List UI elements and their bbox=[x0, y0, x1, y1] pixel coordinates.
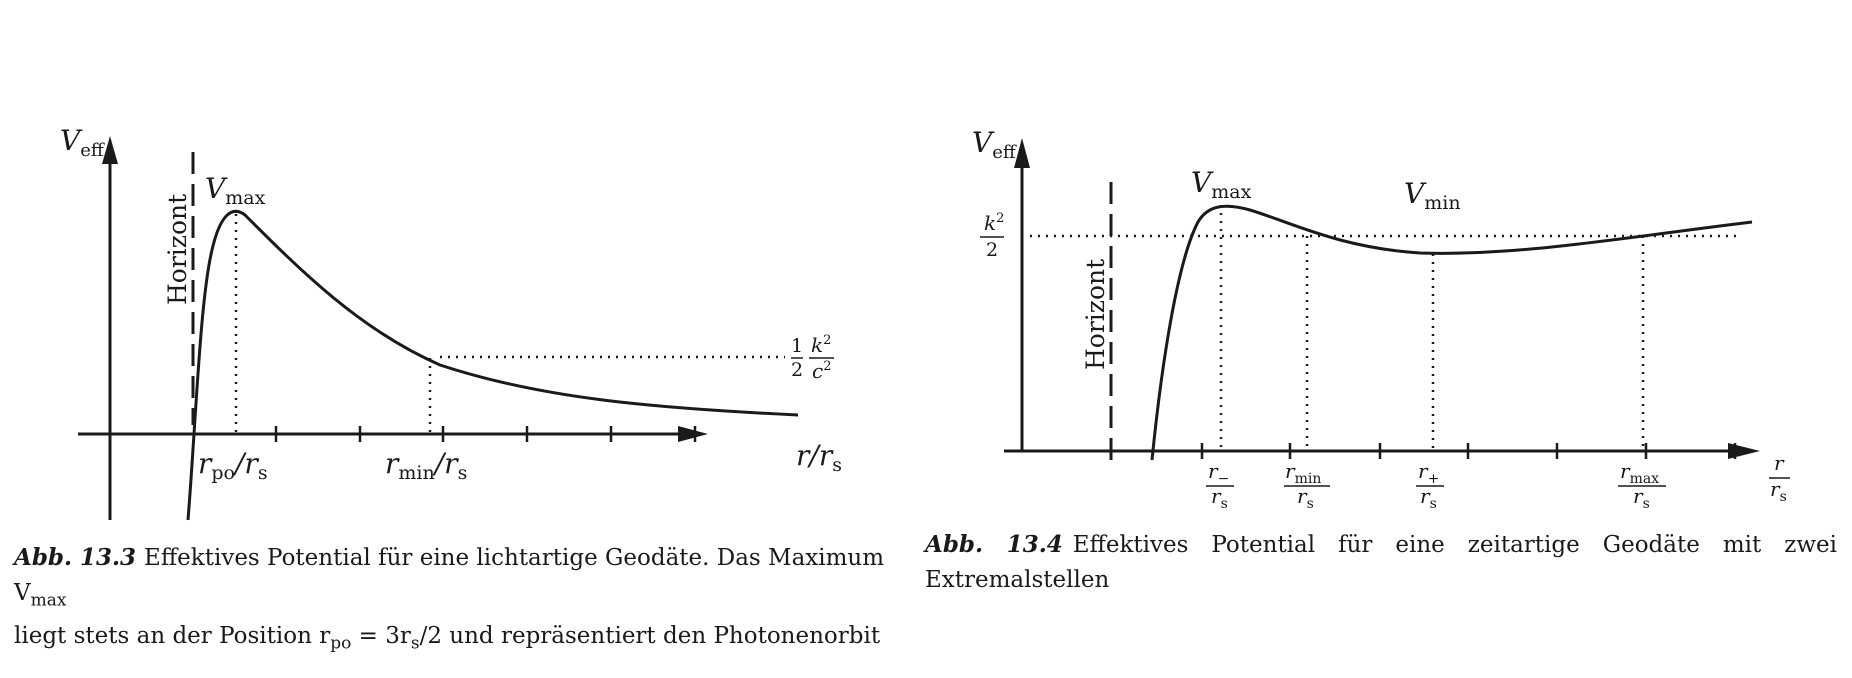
svg-text:c2: c2 bbox=[812, 359, 831, 383]
vmin-label: Vmin bbox=[1404, 177, 1461, 214]
caption-line-1: Abb. 13.3 Effektives Potential für eine l… bbox=[14, 544, 885, 611]
svg-text:rmin: rmin bbox=[1285, 459, 1321, 487]
caption-label: Abb. 13.3 bbox=[14, 544, 137, 571]
y-axis-label: Veff bbox=[972, 126, 1017, 163]
figure-13-3: Veff Vmax Horizont rpo/rs rmin/rs r/rs 1… bbox=[60, 124, 842, 521]
caption-line-2: Extremalstellen bbox=[925, 567, 1110, 593]
caption-label: Abb. 13.4 bbox=[925, 531, 1063, 558]
level-label: k2 2 bbox=[980, 211, 1004, 261]
horizon-label: Horizont bbox=[163, 194, 192, 305]
svg-text:rs: rs bbox=[1420, 484, 1437, 512]
svg-text:rs: rs bbox=[1633, 484, 1650, 512]
svg-text:r−: r− bbox=[1208, 459, 1229, 487]
rpo-label: rpo/rs bbox=[198, 447, 268, 484]
vmax-label: Vmax bbox=[1191, 166, 1252, 203]
figure-13-4: Veff Vmax Vmin Horizont k2 2 r− rs rmin … bbox=[972, 126, 1790, 512]
x-axis-label: r/rs bbox=[796, 439, 842, 476]
svg-text:rmax: rmax bbox=[1620, 459, 1659, 487]
tick-label-rplus: r+ rs bbox=[1416, 459, 1444, 512]
x-ticks bbox=[274, 426, 697, 442]
caption-13-4: Abb. 13.4 Effektives Potential für eine z… bbox=[925, 527, 1837, 598]
x-ticks bbox=[1200, 443, 1737, 459]
rmin-label: rmin/rs bbox=[385, 447, 467, 484]
potential-curve bbox=[186, 209, 799, 521]
potential-curve bbox=[1150, 204, 1753, 461]
svg-text:k2: k2 bbox=[811, 333, 831, 357]
y-axis-label: Veff bbox=[60, 124, 105, 161]
x-axis-arrow bbox=[1728, 443, 1760, 459]
horizon-label: Horizont bbox=[1081, 259, 1110, 370]
y-axis-arrow bbox=[1014, 138, 1030, 168]
level-label: 1 2 k2 c2 bbox=[791, 333, 834, 383]
x-axis-arrow bbox=[678, 426, 708, 442]
svg-text:k2: k2 bbox=[984, 211, 1004, 235]
svg-text:2: 2 bbox=[986, 239, 998, 261]
tick-label-rminus: r− rs bbox=[1206, 459, 1234, 512]
caption-line-1: Abb. 13.4 Effektives Potential für eine z… bbox=[925, 531, 1837, 558]
tick-label-rmin: rmin rs bbox=[1284, 459, 1330, 512]
svg-text:r: r bbox=[1774, 451, 1785, 475]
caption-13-3: Abb. 13.3 Effektives Potential für eine l… bbox=[14, 540, 899, 661]
svg-text:rs: rs bbox=[1211, 484, 1228, 512]
caption-line-2: liegt stets an der Position rpo = 3rs/2 … bbox=[14, 622, 881, 654]
svg-text:2: 2 bbox=[791, 359, 803, 381]
y-axis-arrow bbox=[102, 136, 118, 164]
svg-text:rs: rs bbox=[1770, 477, 1787, 505]
svg-text:1: 1 bbox=[791, 335, 803, 357]
svg-text:rs: rs bbox=[1297, 484, 1314, 512]
x-axis-label: r rs bbox=[1769, 451, 1790, 505]
vmax-label: Vmax bbox=[205, 172, 266, 209]
tick-label-rmax: rmax rs bbox=[1618, 459, 1666, 512]
svg-text:r+: r+ bbox=[1418, 459, 1439, 487]
